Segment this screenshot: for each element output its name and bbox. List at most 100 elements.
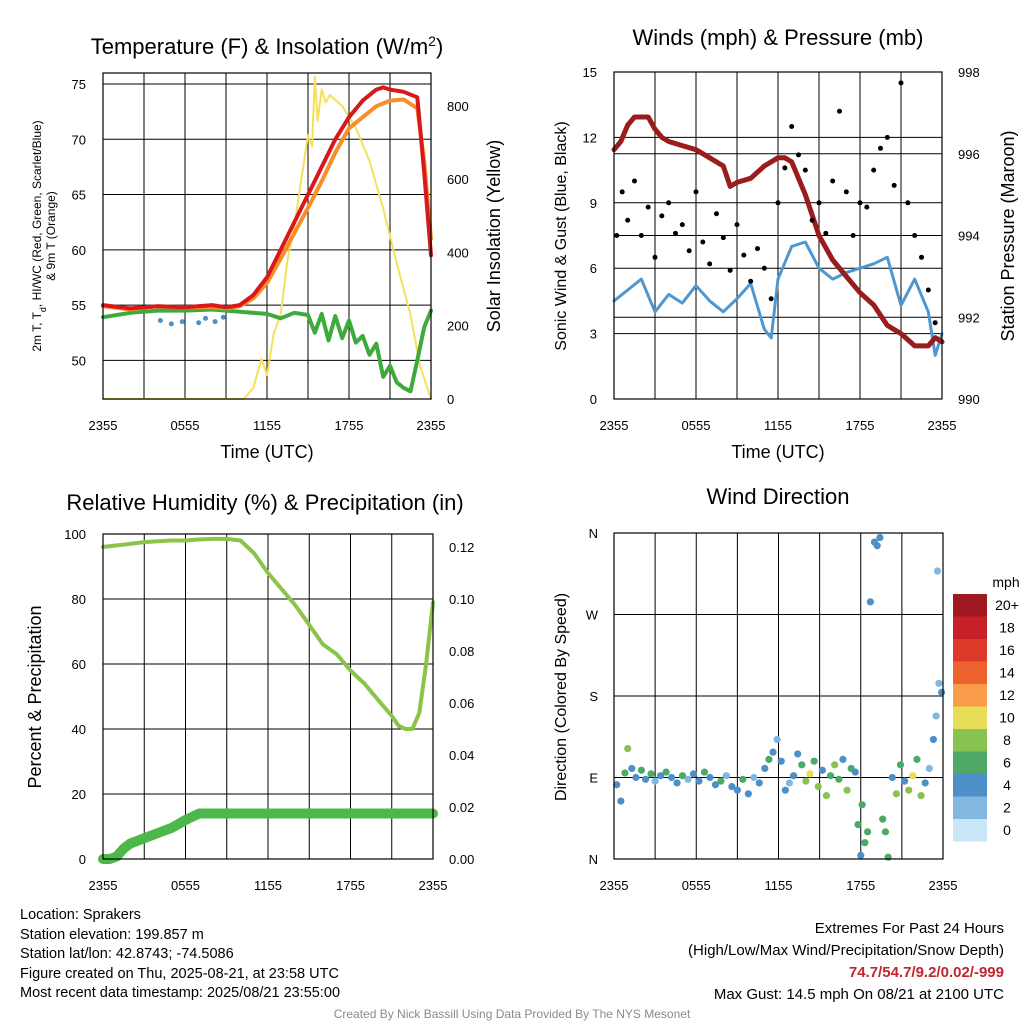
station-info: Location: Sprakers Station elevation: 19… xyxy=(20,906,340,1004)
gust-point xyxy=(741,252,747,258)
direction-point xyxy=(854,820,862,829)
gust-point xyxy=(898,80,904,86)
gust-point xyxy=(782,165,788,171)
gust-point xyxy=(761,265,767,271)
x-tick-label: 1155 xyxy=(764,418,792,433)
direction-point xyxy=(839,755,847,763)
direction-point xyxy=(657,772,665,780)
gust-point xyxy=(638,233,644,238)
y-tick-label: N xyxy=(589,852,598,867)
direction-point xyxy=(794,750,802,758)
x-tick-label: 2355 xyxy=(600,878,629,893)
direction-point xyxy=(814,782,822,791)
y2-tick-label: 0.02 xyxy=(449,800,474,815)
y-tick-label: 70 xyxy=(72,132,86,147)
colorbar-label: 20+ xyxy=(995,597,1019,613)
gust-point xyxy=(878,145,883,151)
direction-point xyxy=(733,786,741,794)
direction-point xyxy=(773,735,781,744)
gust-point xyxy=(919,254,924,260)
temperature-y-label-line2: & 9m T (Orange) xyxy=(44,191,58,281)
extremes-box: Extremes For Past 24 Hours (High/Low/Max… xyxy=(688,918,1004,1006)
humidity-title: Relative Humidity (%) & Precipitation (i… xyxy=(66,490,463,515)
direction-point xyxy=(866,598,874,606)
gust-point xyxy=(693,189,699,195)
direction-point xyxy=(785,779,794,787)
extremes-title: Extremes For Past 24 Hours xyxy=(814,920,1004,937)
colorbar-label: 4 xyxy=(1003,777,1011,793)
y-tick-label: 6 xyxy=(590,261,597,276)
direction-point xyxy=(761,764,769,773)
x-tick-label: 1755 xyxy=(336,878,365,893)
gust-point xyxy=(884,134,890,140)
latlon-text: Station lat/lon: 42.8743; -74.5086 xyxy=(20,946,234,963)
created-text: Figure created on Thu, 2025-08-21, at 23… xyxy=(20,965,339,982)
direction-point xyxy=(929,735,938,744)
direction-point xyxy=(822,792,831,800)
direction-point xyxy=(933,567,942,575)
direction-frame xyxy=(613,532,944,860)
pressure-line xyxy=(611,114,945,349)
y-tick-label: 12 xyxy=(583,130,597,145)
gust-point xyxy=(714,211,719,217)
humidity-y2-ticks: 0.00 0.02 0.04 0.06 0.08 0.10 0.12 xyxy=(449,540,474,867)
winds-frame xyxy=(613,71,943,400)
credit-text: Created By Nick Bassill Using Data Provi… xyxy=(333,1007,691,1021)
winds-y2-ticks: 990 992 994 996 998 xyxy=(958,65,980,407)
y-tick-label: 20 xyxy=(72,787,86,802)
x-tick-label: 2355 xyxy=(89,878,118,893)
colorbar-label: 14 xyxy=(999,665,1015,681)
direction-point xyxy=(781,786,789,794)
direction-point xyxy=(864,828,872,836)
colorbar-label: 10 xyxy=(999,710,1015,726)
direction-point xyxy=(617,797,625,805)
winds-y-label: Sonic Wind & Gust (Blue, Black) xyxy=(553,121,570,350)
direction-point xyxy=(628,764,636,773)
y2-tick-label: 200 xyxy=(447,319,469,334)
direction-point xyxy=(695,777,703,785)
direction-point xyxy=(802,777,810,785)
y-tick-label: 0 xyxy=(79,852,86,867)
y-tick-label: 3 xyxy=(590,327,597,342)
direction-point xyxy=(826,772,835,780)
winds-x-ticks: 2355 0555 1155 1755 2355 xyxy=(600,418,957,433)
direction-point xyxy=(647,770,655,778)
direction-point xyxy=(888,773,896,782)
gust-point xyxy=(755,246,760,252)
temperature-x-label: Time (UTC) xyxy=(220,442,313,462)
gust-point xyxy=(707,261,713,267)
temperature-y-label-line1: 2m T, Td, HI/WC (Red, Green, Scarlet/Blu… xyxy=(30,120,48,351)
hiwc-point xyxy=(179,319,185,325)
gust-point xyxy=(823,230,829,236)
direction-grid xyxy=(614,533,943,859)
direction-point xyxy=(744,790,752,798)
gust-point xyxy=(768,296,774,302)
direction-point xyxy=(717,777,725,785)
gust-point xyxy=(932,320,938,326)
gust-point xyxy=(645,204,651,210)
gust-point xyxy=(686,248,692,254)
colorbar-label: 12 xyxy=(999,687,1015,703)
direction-point xyxy=(700,768,709,776)
direction-point xyxy=(818,766,826,774)
direction-point xyxy=(678,772,687,780)
colorbar-swatch xyxy=(953,774,987,797)
gust-point xyxy=(830,178,836,184)
colorbar-swatch xyxy=(953,706,987,729)
wind-speed-line xyxy=(612,240,944,357)
direction-point xyxy=(711,781,720,789)
direction-point xyxy=(641,775,650,783)
colorbar-swatch xyxy=(953,661,987,684)
gust-point xyxy=(720,235,726,241)
humidity-grid xyxy=(103,534,433,859)
gust-point xyxy=(659,213,665,219)
y-tick-label: 55 xyxy=(72,298,86,313)
y-tick-label: 40 xyxy=(72,722,86,737)
speed-colorbar: mph 20+ 18 16 14 12 10 8 6 4 2 0 xyxy=(953,574,1020,842)
direction-x-ticks: 2355 0555 1155 1755 2355 xyxy=(600,878,958,893)
direction-point xyxy=(769,748,777,756)
elevation-text: Station elevation: 199.857 m xyxy=(20,926,204,943)
x-tick-label: 1755 xyxy=(846,878,875,893)
x-tick-label: 1155 xyxy=(765,878,793,893)
